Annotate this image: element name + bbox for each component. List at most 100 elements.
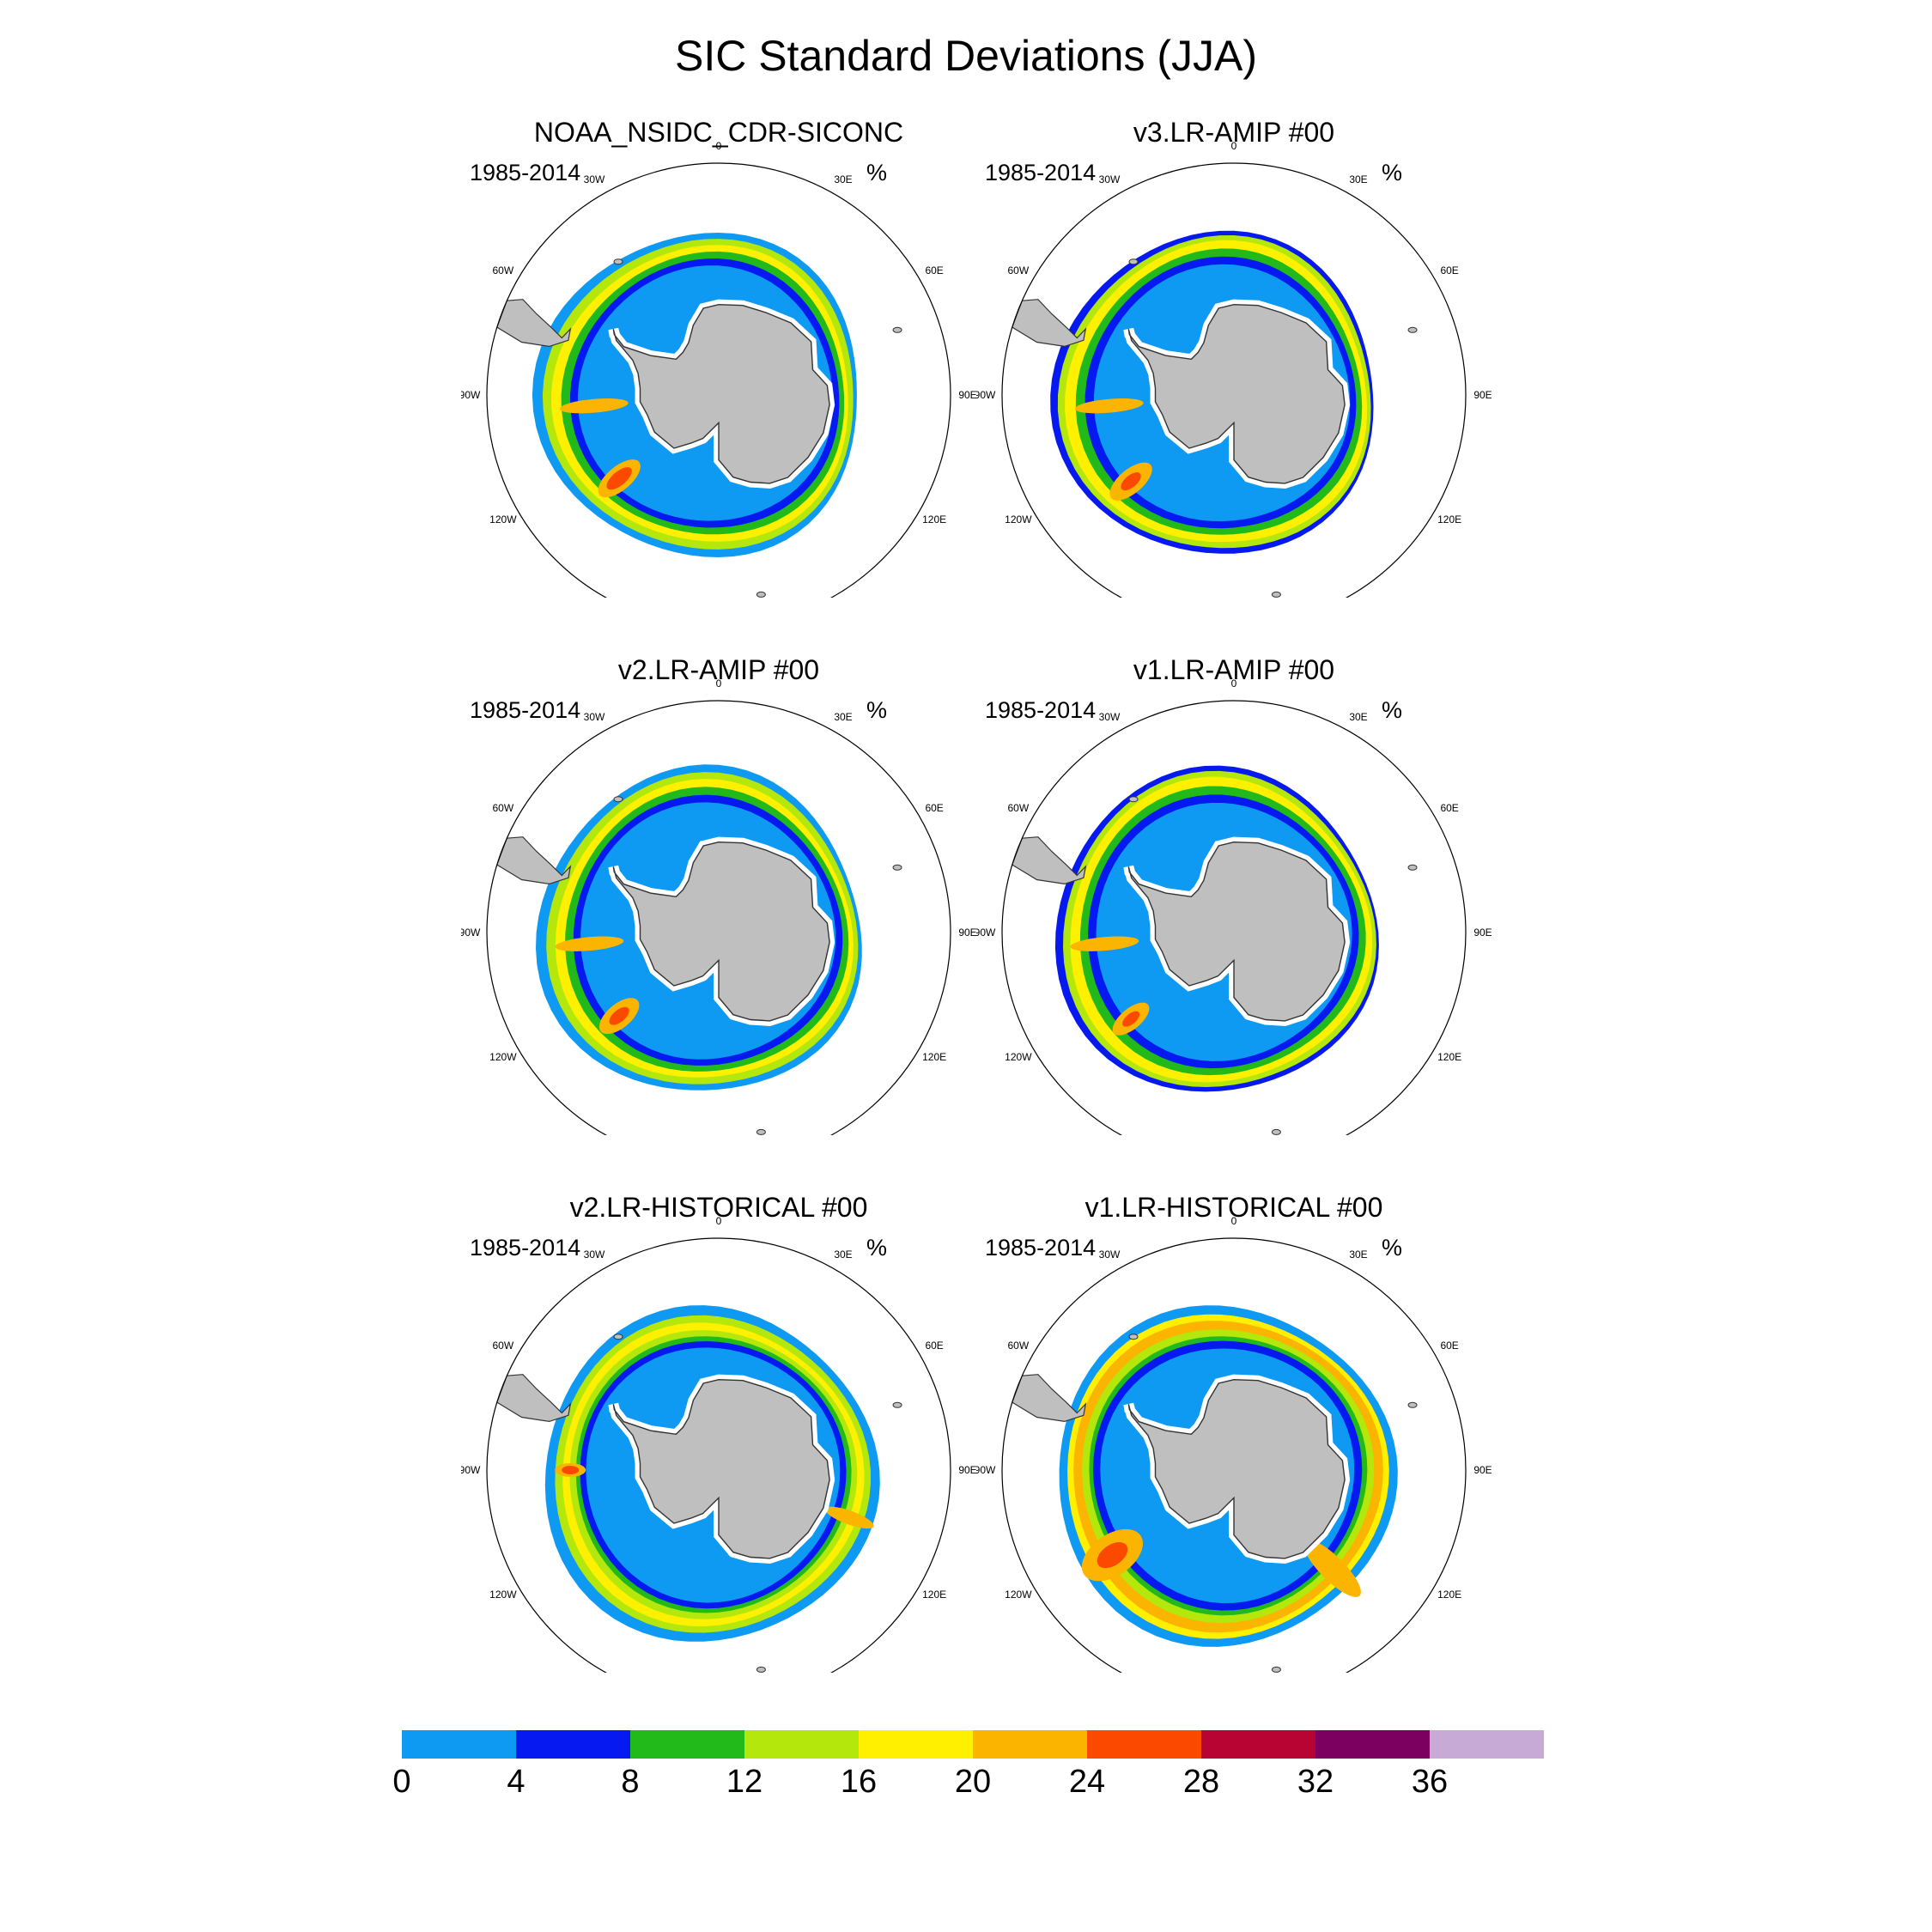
lon-label: 30E [1349,173,1367,185]
panel-period: 1985-2014 [470,1235,581,1261]
lon-label: 60E [925,264,943,276]
south-america-land [496,836,572,885]
lon-label: 90W [461,1464,481,1476]
colorbar-tick-label: 20 [954,1764,992,1800]
lon-label: 30W [584,173,605,185]
antarctica-land [612,1378,830,1559]
lon-label: 90W [976,389,996,401]
island-0 [756,1128,766,1135]
island-2 [1128,258,1139,265]
lon-label: 120E [1437,1589,1461,1601]
polar-map: 030E60E90E120E150E180150W120W90W60W30W [461,1215,976,1673]
map-boundary [1001,1237,1467,1673]
lon-label: 60E [925,802,943,814]
figure-title: SIC Standard Deviations (JJA) [674,32,1258,80]
colorbar-bin-4 [859,1730,973,1759]
antarctica-land [1127,841,1346,1022]
map-boundary [486,700,951,1135]
island-1 [892,1401,902,1408]
sic-hotspot-1 [1097,1542,1128,1569]
colorbar-tick-label: 36 [1411,1764,1449,1800]
sic-hotspot-1 [606,467,632,490]
map-panel-v2-amip: 030E60E90E120E150E180150W120W90W60W30W v… [461,654,976,1135]
panel-units: % [866,1235,888,1261]
lon-label: 60W [1008,802,1030,814]
antarctica-land [1127,303,1346,484]
ice-field [1012,1305,1418,1673]
island-1 [892,864,902,871]
lon-label: 120W [489,1589,517,1601]
panel-units: % [1382,160,1403,185]
sic-hotspot-1 [609,1006,629,1025]
polar-map: 030E60E90E120E150E180150W120W90W60W30W [976,677,1492,1135]
island-2 [1128,796,1139,803]
panel-period: 1985-2014 [985,160,1097,185]
lon-label: 30E [834,711,852,723]
island-1 [1407,864,1418,871]
south-america-land [1012,836,1087,885]
map-panel-v1-historical: 030E60E90E120E150E180150W120W90W60W30W v… [976,1192,1492,1673]
lon-label: 30W [1099,173,1121,185]
island-1 [1407,1401,1418,1408]
panel-units: % [1382,697,1403,723]
lon-label: 90W [976,1464,996,1476]
panel-period: 1985-2014 [985,697,1097,723]
map-boundary [1001,162,1467,598]
colorbar-tick-label: 16 [840,1764,878,1800]
map-panel-v1-amip: 030E60E90E120E150E180150W120W90W60W30W v… [976,654,1492,1135]
island-2 [1128,1334,1139,1340]
lon-label: 0 [1231,140,1237,152]
lon-label: 0 [716,677,722,690]
island-2 [613,1334,623,1340]
panel-title: v3.LR-AMIP #00 [1133,117,1335,148]
colorbar-bin-6 [1087,1730,1201,1759]
lon-label: 120E [922,513,946,526]
colorbar-bin-2 [630,1730,744,1759]
lon-label: 60W [1008,264,1030,276]
colorbar-tick-label: 12 [726,1764,763,1800]
polar-map: 030E60E90E120E150E180150W120W90W60W30W [976,1215,1492,1673]
colorbar-bin-3 [744,1730,859,1759]
lon-label: 90E [958,389,976,401]
sic-hotspot-1 [562,1466,580,1474]
map-boundary [486,1237,951,1673]
colorbar-tick-label: 28 [1182,1764,1220,1800]
lon-label: 60W [1008,1340,1030,1352]
sic-hotspot-1 [1122,1011,1140,1027]
sic-hotspot-2 [1070,936,1139,951]
colorbar-bin-9 [1430,1730,1544,1759]
lon-label: 30W [1099,1249,1121,1261]
lon-label: 120W [1005,1051,1032,1063]
lon-label: 120E [1437,513,1461,526]
south-america-land [496,1374,572,1423]
lon-label: 120W [1005,1589,1032,1601]
lon-label: 30E [1349,1249,1367,1261]
lon-label: 120W [489,1051,517,1063]
lon-label: 120E [1437,1051,1461,1063]
south-america-land [496,299,572,348]
lon-label: 90E [958,927,976,939]
colorbar-bin-8 [1315,1730,1430,1759]
colorbar-tick-label: 32 [1297,1764,1334,1800]
lon-label: 60E [1440,802,1458,814]
colorbar-tick-label: 8 [621,1764,640,1800]
lon-label: 60E [925,1340,943,1352]
polar-map: 030E60E90E120E150E180150W120W90W60W30W [976,140,1492,598]
panel-units: % [866,697,888,723]
sic-hotspot-2 [555,936,624,951]
lon-label: 60E [1440,1340,1458,1352]
panel-title: v1.LR-HISTORICAL #00 [1084,1192,1383,1223]
sic-hotspot-2 [1303,1540,1361,1597]
lon-label: 0 [716,1215,722,1227]
ice-field [1012,230,1418,598]
lon-label: 120E [922,1051,946,1063]
colorbar-bin-5 [973,1730,1087,1759]
lon-label: 120W [489,513,517,526]
island-0 [1271,1128,1281,1135]
lon-label: 30E [834,1249,852,1261]
panel-period: 1985-2014 [470,160,581,185]
colorbar-bin-0 [402,1730,516,1759]
island-2 [613,796,623,803]
colorbar-tick-label: 24 [1068,1764,1106,1800]
lon-label: 90W [461,389,481,401]
